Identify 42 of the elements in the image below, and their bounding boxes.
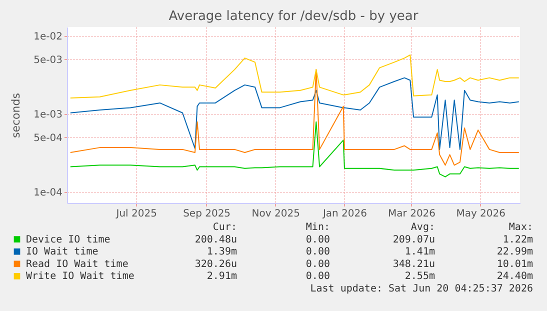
x-tick-label: Sep 2025	[183, 208, 231, 220]
text: Cur:	[212, 222, 237, 233]
x-tick-label: Nov 2025	[252, 208, 300, 220]
text: 0.00	[306, 258, 330, 270]
x-tick-label: Mar 2026	[388, 208, 436, 220]
x-tick-label: Jan 2026	[322, 208, 367, 220]
text: Avg:	[410, 222, 435, 233]
text: 348.21u	[392, 258, 435, 270]
text: 1.22m	[502, 234, 533, 246]
legend-label: Device IO time	[26, 234, 110, 246]
text: 24.40m	[496, 271, 533, 282]
x-tick-label: May 2026	[456, 208, 506, 220]
text: 0.00	[306, 234, 330, 246]
text: 22.99m	[496, 246, 533, 258]
y-tick-label: 1e-04	[34, 187, 62, 198]
y-tick-label: 5e-03	[34, 54, 62, 66]
text: 1.39m	[206, 246, 237, 258]
text: 2.91m	[206, 271, 237, 282]
y-tick-label: 1e-02	[34, 31, 62, 42]
y-tick-label: 1e-03	[34, 109, 62, 120]
line-series	[70, 54, 520, 98]
y-tick-label: 5e-04	[34, 132, 62, 144]
text: 0.00	[306, 271, 330, 282]
text: 200.48u	[194, 234, 237, 246]
legend-label: IO Wait time	[26, 246, 98, 258]
text: 0.00	[306, 246, 330, 258]
line-series	[70, 121, 520, 178]
legend-label: Write IO Wait time	[26, 271, 134, 282]
chart-title: Average latency for /dev/sdb - by year	[168, 9, 419, 24]
text: 10.01m	[496, 258, 533, 270]
line-series	[70, 69, 520, 166]
line-series	[70, 77, 520, 150]
legend-label: Read IO Wait time	[26, 258, 128, 270]
text: 209.07u	[392, 234, 435, 246]
text: 320.26u	[194, 258, 237, 270]
text: Min:	[306, 222, 330, 233]
text: 1.41m	[404, 246, 435, 258]
text: Max:	[508, 222, 533, 233]
text: Last update: Sat Jun 20 04:25:37 2026	[310, 284, 533, 294]
text: 2.55m	[404, 271, 435, 282]
x-tick-label: Jul 2025	[115, 208, 157, 220]
y-axis-title: seconds	[10, 92, 23, 138]
